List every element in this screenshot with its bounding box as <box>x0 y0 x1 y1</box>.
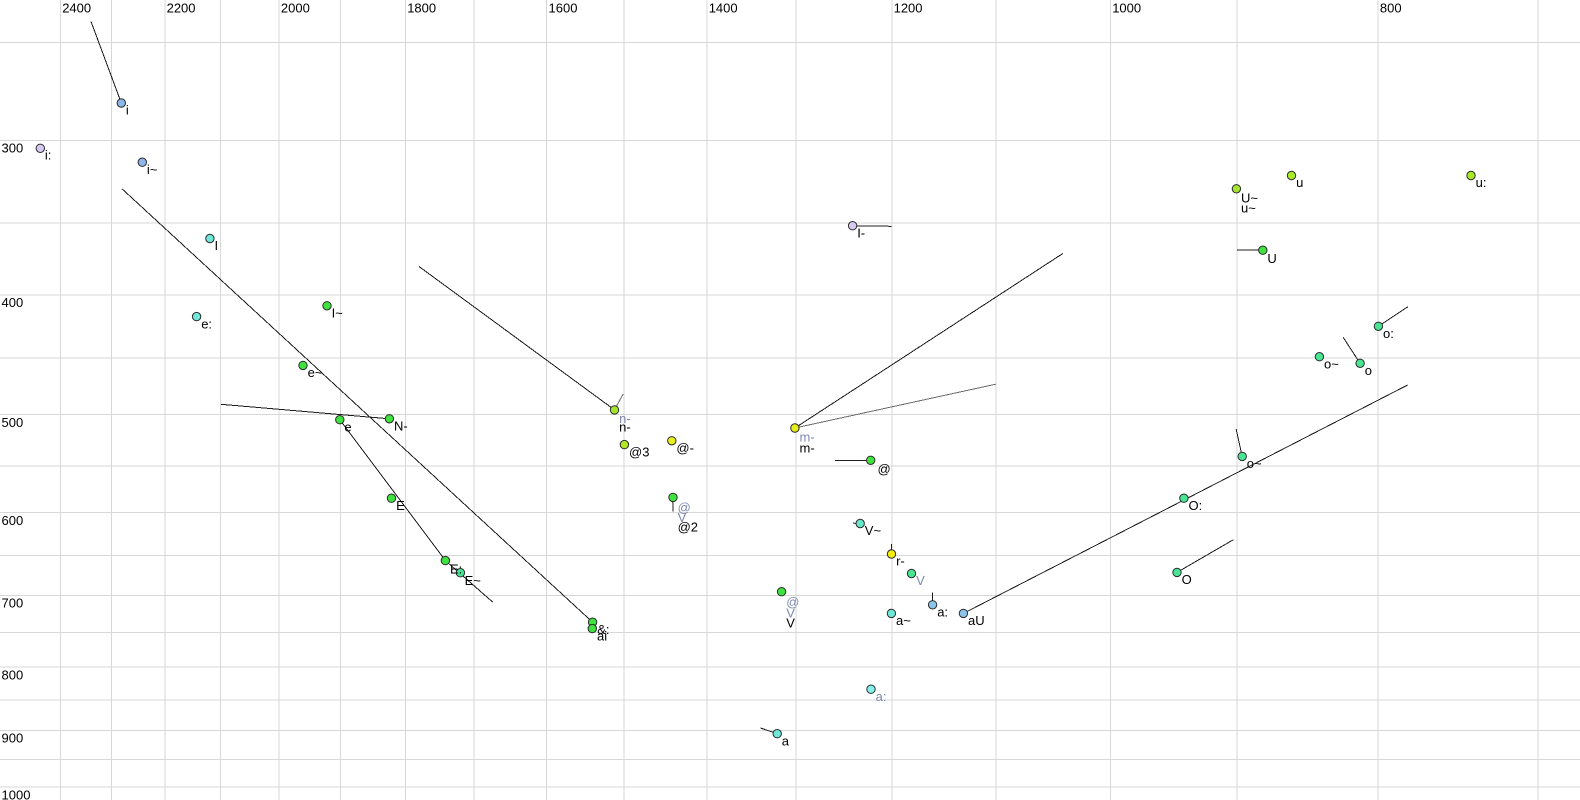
svg-text:@: @ <box>678 500 691 515</box>
svg-text:n-: n- <box>619 420 631 435</box>
svg-text:700: 700 <box>2 596 24 611</box>
svg-text:800: 800 <box>1380 1 1402 16</box>
svg-text:u: u <box>1296 175 1303 190</box>
svg-text:400: 400 <box>2 295 24 310</box>
svg-text:a: a <box>782 733 790 748</box>
svg-text:N-: N- <box>394 419 408 434</box>
svg-text:1000: 1000 <box>1112 1 1141 16</box>
svg-text:O: O <box>1182 572 1192 587</box>
svg-text:aU: aU <box>968 613 985 628</box>
svg-text:@-: @- <box>676 441 694 456</box>
svg-text:r-: r- <box>896 554 905 569</box>
svg-text:ai: ai <box>597 628 607 643</box>
svg-text:o~: o~ <box>1247 456 1262 471</box>
svg-text:O:: O: <box>1189 498 1203 513</box>
svg-text:a~: a~ <box>896 613 911 628</box>
svg-text:1400: 1400 <box>709 1 738 16</box>
svg-text:E: E <box>396 498 405 513</box>
svg-text:E~: E~ <box>465 573 482 588</box>
svg-text:1800: 1800 <box>407 1 436 16</box>
svg-text:@3: @3 <box>629 444 649 459</box>
svg-text:E:: E: <box>450 561 462 576</box>
svg-text:i: i <box>126 103 129 118</box>
svg-text:a:: a: <box>876 689 887 704</box>
svg-text:U: U <box>1267 251 1276 266</box>
svg-text:e~: e~ <box>308 365 323 380</box>
svg-text:o:: o: <box>1383 326 1394 341</box>
svg-text:e: e <box>344 419 351 434</box>
svg-text:1600: 1600 <box>549 1 578 16</box>
svg-text:600: 600 <box>2 513 24 528</box>
svg-text:&:: &: <box>597 622 609 637</box>
svg-text:V~: V~ <box>865 523 882 538</box>
svg-text:@2: @2 <box>678 519 698 534</box>
svg-text:V: V <box>678 510 687 525</box>
svg-text:500: 500 <box>2 415 24 430</box>
svg-text:e:: e: <box>201 316 212 331</box>
svg-text:800: 800 <box>2 667 24 682</box>
svg-text:U~: U~ <box>1241 191 1258 206</box>
svg-text:u:: u: <box>1476 175 1487 190</box>
svg-text:m-: m- <box>800 441 815 456</box>
svg-text:u~: u~ <box>1241 201 1256 216</box>
svg-text:I-: I- <box>857 225 865 240</box>
svg-text:m-: m- <box>800 430 815 445</box>
svg-text:1200: 1200 <box>894 1 923 16</box>
svg-text:i~: i~ <box>147 162 158 177</box>
svg-text:300: 300 <box>2 141 24 156</box>
svg-text:2000: 2000 <box>281 1 310 16</box>
svg-text:2400: 2400 <box>62 1 91 16</box>
svg-text:V: V <box>916 573 925 588</box>
svg-text:900: 900 <box>2 731 24 746</box>
svg-text:V: V <box>786 606 795 621</box>
svg-text:V: V <box>786 616 795 631</box>
svg-text:I~: I~ <box>332 306 344 321</box>
svg-text:a:: a: <box>937 605 948 620</box>
svg-text:o: o <box>1365 363 1372 378</box>
svg-text:i:: i: <box>45 147 52 162</box>
svg-text:n-: n- <box>619 411 631 426</box>
svg-text:1000: 1000 <box>2 787 31 800</box>
svg-text:o~: o~ <box>1324 356 1339 371</box>
svg-text:2200: 2200 <box>167 1 196 16</box>
svg-text:@: @ <box>786 595 799 610</box>
svg-text:@: @ <box>878 462 891 477</box>
svg-text:I: I <box>215 238 219 253</box>
